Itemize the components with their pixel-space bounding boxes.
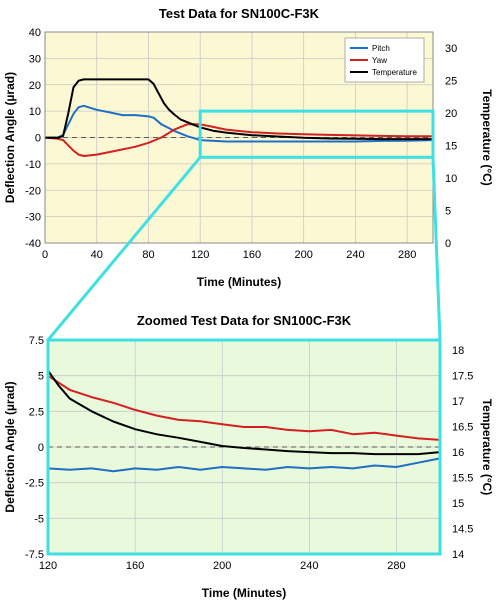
y2-tick-label: 16 [452,447,464,459]
x-tick-label: 240 [346,249,364,261]
series-line-pitch [45,104,434,143]
y-tick-label: 2.5 [29,406,44,418]
legend-label-pitch: Pitch [372,44,390,53]
series-line-temperature [45,78,433,141]
plot-frame [46,338,442,556]
y2-tick-label: 25 [445,76,457,88]
x-tick-label: 240 [300,560,318,572]
y2-tick-label: 14.5 [452,524,473,536]
series-line-yaw [44,123,433,157]
y-tick-label: -5 [34,513,44,525]
zoom-connector-left [46,156,202,341]
y-tick-label: -2.5 [25,478,44,490]
x-tick-label: 0 [42,249,48,261]
x-tick-label: 120 [39,560,57,572]
zoom-indicator [46,109,442,341]
y-tick-label: -30 [25,212,41,224]
y2-tick-label: 17.5 [452,371,473,383]
y2-tick-label: 15 [445,141,457,153]
series-line-pitch [47,457,441,473]
x-tick-label: 40 [91,249,103,261]
x-axis-label: Time (Minutes) [197,275,281,289]
legend: Pitch Yaw Temperature [344,37,425,83]
x-tick-label: 160 [126,560,144,572]
y-tick-label: 0 [38,442,44,454]
x-tick-label: 160 [243,249,261,261]
y2-axis-label: Temperature (°C) [480,89,494,186]
y2-tick-label: 15.5 [452,473,473,485]
x-tick-label: 280 [387,560,405,572]
y2-tick-label: 17 [452,396,464,408]
y2-axis-label: Temperature (°C) [480,399,494,496]
y2-tick-label: 0 [445,238,451,250]
y2-tick-label: 20 [445,108,457,120]
series-line-yaw [47,374,441,441]
chart-title: Zoomed Test Data for SN100C-F3K [137,313,352,328]
y-tick-label: -7.5 [25,549,44,561]
y-tick-label: 7.5 [29,335,44,347]
x-tick-label: 200 [213,560,231,572]
y-axis-label: Deflection Angle (µrad) [3,381,17,512]
y2-tick-label: 16.5 [452,422,473,434]
zoom-box [198,109,435,159]
chart-title: Test Data for SN100C-F3K [159,6,320,21]
x-tick-label: 120 [191,249,209,261]
x-tick-label: 280 [398,249,416,261]
y-tick-label: 20 [29,80,41,92]
y2-tick-label: 15 [452,498,464,510]
y2-tick-label: 14 [452,549,464,561]
y-tick-label: 40 [29,27,41,39]
y-tick-label: -10 [25,159,41,171]
y2-tick-label: 30 [445,43,457,55]
y-tick-label: 10 [29,106,41,118]
chart-panel-2: 120 160 200 240 280 7.5 5 2.5 0 -2.5 -5 -7.5 18 17.5 1… [3,313,494,600]
y2-tick-label: 5 [445,206,451,218]
y2-tick-label: 10 [445,173,457,185]
y-tick-label: 5 [38,371,44,383]
zoom-connector-right [431,157,442,341]
series-line-temperature [47,370,441,456]
legend-label-temperature: Temperature [372,68,417,77]
y-tick-label: -20 [25,185,41,197]
y-tick-label: 30 [29,53,41,65]
y-tick-label: -40 [25,238,41,250]
legend-label-yaw: Yaw [372,56,387,65]
y-axis-label: Deflection Angle (µrad) [3,72,17,203]
x-tick-label: 200 [294,249,312,261]
y-tick-label: 0 [35,133,41,145]
x-axis-label: Time (Minutes) [202,586,286,600]
y2-tick-label: 18 [452,345,464,357]
x-tick-label: 80 [142,249,154,261]
